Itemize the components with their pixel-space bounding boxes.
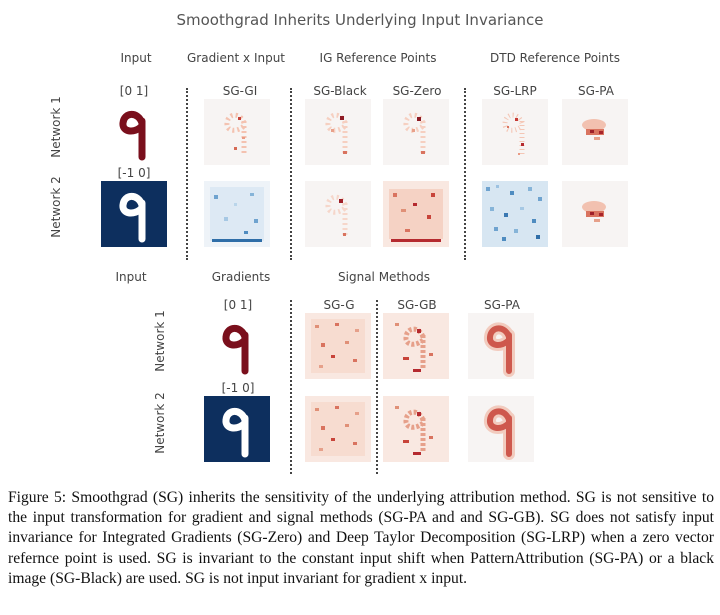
figure-caption: Figure 5: Smoothgrad (SG) inherits the s… xyxy=(8,489,714,587)
col-label-sg-pa-bottom: SG-PA xyxy=(484,298,520,312)
separator-bottom-1 xyxy=(290,300,292,474)
row-label-bottom-network1: Network 1 xyxy=(152,310,167,372)
range-label-bottom-net2: [-1 0] xyxy=(221,381,255,395)
header-input-top: Input xyxy=(120,51,152,65)
header-ig-reference-points: IG Reference Points xyxy=(319,51,437,65)
tile-sg-g-net2 xyxy=(305,396,371,462)
tile-input-net1-top xyxy=(101,99,167,165)
tile-sg-black-net2 xyxy=(305,181,371,247)
separator-top-1 xyxy=(186,88,188,260)
separator-top-3 xyxy=(464,88,466,260)
col-label-sg-g: SG-G xyxy=(323,298,355,312)
figure-title: Smoothgrad Inherits Underlying Input Inv… xyxy=(176,11,544,29)
tile-sg-gi-net1 xyxy=(204,99,270,165)
row-label-top-network1: Network 1 xyxy=(48,96,63,158)
col-label-sg-black: SG-Black xyxy=(313,84,367,98)
tile-sg-g-net1 xyxy=(305,313,371,379)
range-label-bottom-net1: [0 1] xyxy=(223,298,253,312)
tile-sg-pa-net1-top xyxy=(562,99,628,165)
separator-bottom-2 xyxy=(376,300,378,474)
tile-sg-black-net1 xyxy=(305,99,371,165)
row-label-top-network2: Network 2 xyxy=(48,176,63,238)
range-label-top-net2: [-1 0] xyxy=(117,166,151,180)
tile-sg-zero-net2 xyxy=(383,181,449,247)
header-input-bottom: Input xyxy=(115,270,147,284)
tile-gradients-net2 xyxy=(204,396,270,462)
col-label-sg-pa-top: SG-PA xyxy=(578,84,614,98)
col-label-sg-lrp: SG-LRP xyxy=(493,84,537,98)
tile-sg-pa-net2-top xyxy=(562,181,628,247)
tile-input-net2-top xyxy=(101,181,167,247)
tile-sg-gb-net1 xyxy=(383,313,449,379)
tile-sg-lrp-net1 xyxy=(482,99,548,165)
header-dtd-reference-points: DTD Reference Points xyxy=(490,51,620,65)
tile-sg-pa-net2-bottom xyxy=(468,396,534,462)
tile-gradients-net1 xyxy=(204,313,270,379)
tile-sg-gb-net2 xyxy=(383,396,449,462)
tile-sg-pa-net1-bottom xyxy=(468,313,534,379)
range-label-top-net1: [0 1] xyxy=(119,84,149,98)
tile-sg-zero-net1 xyxy=(383,99,449,165)
header-signal-methods: Signal Methods xyxy=(338,270,430,284)
col-label-sg-zero: SG-Zero xyxy=(392,84,442,98)
header-gradients: Gradients xyxy=(211,270,271,284)
tile-sg-gi-net2 xyxy=(204,181,270,247)
separator-top-2 xyxy=(290,88,292,260)
col-label-sg-gb: SG-GB xyxy=(397,298,437,312)
row-label-bottom-network2: Network 2 xyxy=(152,392,167,454)
header-gradient-x-input: Gradient x Input xyxy=(186,51,286,65)
tile-sg-lrp-net2 xyxy=(482,181,548,247)
col-label-sg-gi: SG-GI xyxy=(222,84,258,98)
